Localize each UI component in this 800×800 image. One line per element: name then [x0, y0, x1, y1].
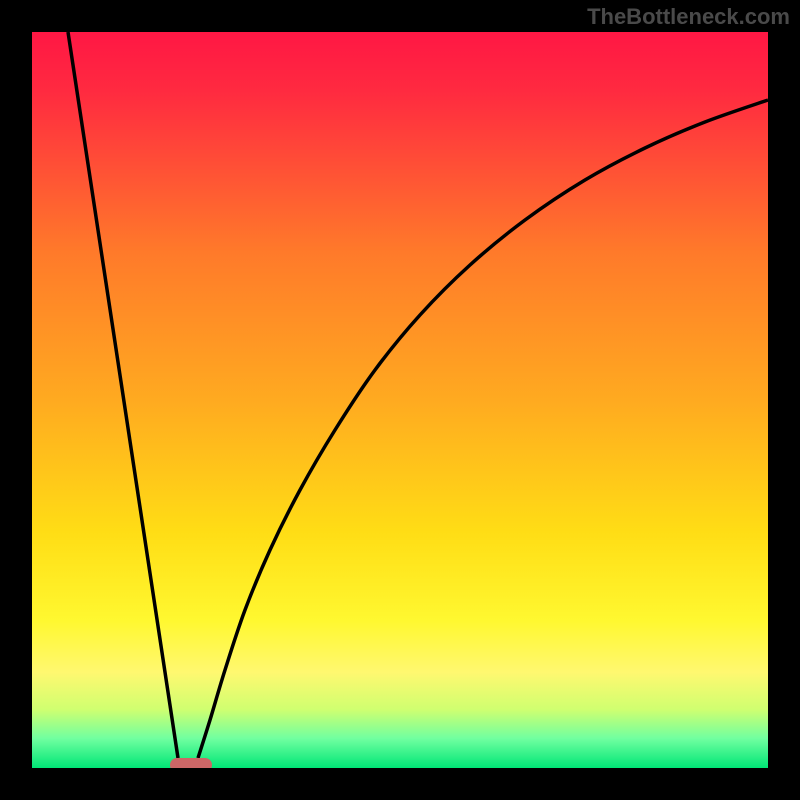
chart-container: TheBottleneck.com [0, 0, 800, 800]
bottleneck-chart [0, 0, 800, 800]
watermark-text: TheBottleneck.com [587, 4, 790, 30]
